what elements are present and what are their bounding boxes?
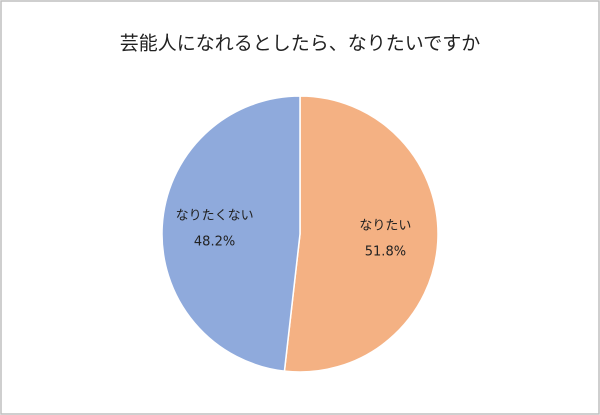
value-label: 51.8% [365, 244, 406, 259]
chart-title: 芸能人になれるとしたら、なりたいですか [120, 33, 480, 55]
slice-label: なりたい [359, 218, 411, 233]
pie-slice [283, 95, 439, 373]
value-label: 48.2% [194, 235, 235, 250]
pie-slice [161, 95, 301, 372]
slice-label: なりたくない [176, 209, 254, 224]
